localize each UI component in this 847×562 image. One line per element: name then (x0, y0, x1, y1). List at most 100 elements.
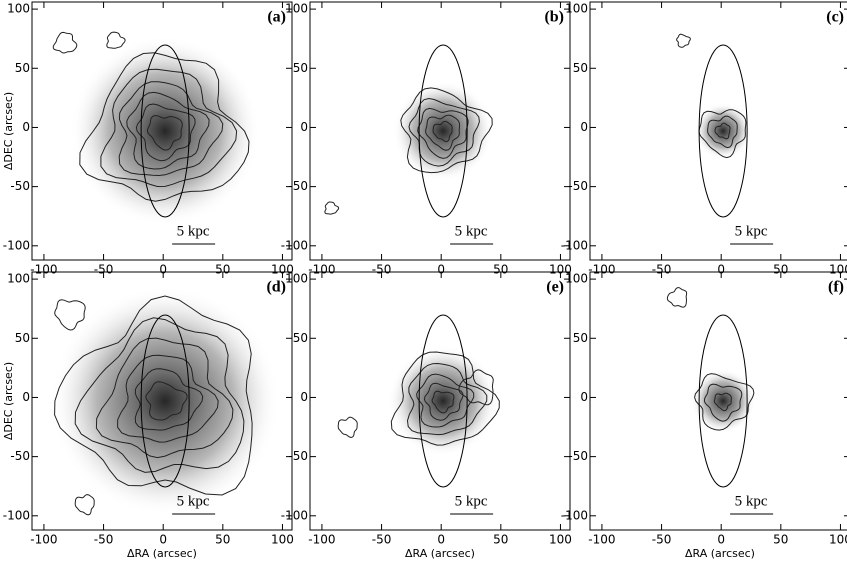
contour (146, 114, 183, 151)
frame (589, 1, 847, 261)
galaxy-outline (698, 314, 748, 488)
map (52, 31, 261, 226)
contour (406, 362, 488, 436)
x-tick-label: 50 (773, 263, 788, 277)
panel-label: (b) (544, 9, 564, 26)
y-tick-label: -50 (288, 179, 308, 193)
y-tick-label: 100 (565, 272, 588, 286)
y-tick-label: 100 (285, 272, 308, 286)
x-axis-label: ΔRA (arcsec) (405, 547, 475, 560)
x-tick-label: 0 (437, 533, 445, 547)
contour (432, 120, 453, 143)
y-tick-label: 50 (293, 331, 308, 345)
map (324, 44, 494, 218)
y-tick-label: -100 (281, 508, 308, 522)
panel: -100 -50 0 50 100 -100 -50 0 50 100 (c) 5 kpc (561, 1, 847, 277)
galaxy-outline (418, 314, 468, 488)
x-tick-label: 100 (271, 263, 294, 277)
emission (695, 103, 752, 159)
emission (691, 369, 756, 433)
y-tick-label: -100 (3, 508, 30, 522)
x-axis-label: ΔRA (arcsec) (685, 547, 755, 560)
map (50, 286, 281, 516)
contour (423, 382, 464, 421)
panel-label: (f) (828, 279, 844, 296)
x-tick-label: 100 (829, 533, 847, 547)
galaxy-outline (698, 44, 748, 218)
contour (126, 91, 210, 170)
x-tick-label: -50 (94, 533, 114, 547)
contour (145, 381, 188, 421)
scale-label: 5 kpc (455, 493, 488, 509)
y-tick-label: 0 (22, 120, 30, 134)
x-tick-label: 0 (717, 533, 725, 547)
x-tick-label: 50 (493, 263, 508, 277)
y-tick-label: 100 (7, 2, 30, 16)
frame (309, 271, 571, 531)
panel-label: (e) (546, 279, 564, 296)
y-tick-label: -100 (281, 238, 308, 252)
y-tick-label: -100 (3, 238, 30, 252)
contour (714, 122, 731, 140)
emission (70, 36, 261, 226)
contour (54, 295, 253, 496)
scale-label: 5 kpc (735, 223, 768, 239)
y-tick-label: -50 (288, 449, 308, 463)
y-tick-label: 50 (15, 61, 30, 75)
contour (134, 368, 204, 431)
y-tick-label: -100 (561, 508, 588, 522)
y-tick-label: 50 (15, 331, 30, 345)
contour (431, 390, 455, 414)
contour (117, 354, 219, 443)
x-tick-label: 100 (549, 263, 572, 277)
x-tick-label: -100 (308, 263, 335, 277)
contour (458, 369, 494, 406)
x-tick-label: -100 (30, 263, 57, 277)
x-tick-label: 100 (271, 533, 294, 547)
x-tick-label: 50 (215, 533, 230, 547)
x-axis-label: ΔRA (arcsec) (127, 547, 197, 560)
panel-label: (d) (266, 279, 286, 296)
x-tick-label: 0 (159, 533, 167, 547)
y-tick-label: 0 (580, 120, 588, 134)
contour (694, 373, 755, 431)
emission (388, 346, 499, 456)
x-tick-label: -50 (652, 533, 672, 547)
contour (95, 337, 234, 459)
contour (337, 416, 358, 439)
scale-label: 5 kpc (177, 493, 210, 509)
contour (676, 33, 691, 48)
emission (393, 81, 494, 181)
galaxy-outline (140, 314, 190, 488)
contour (408, 97, 480, 167)
x-tick-label: 0 (437, 263, 445, 277)
x-tick-label: -100 (588, 263, 615, 277)
x-tick-label: -50 (94, 263, 114, 277)
y-tick-label: 100 (565, 2, 588, 16)
y-tick-label: 100 (285, 2, 308, 16)
frame (31, 271, 293, 531)
frame (589, 271, 847, 531)
contour (100, 68, 238, 188)
contour (713, 392, 732, 412)
panel-label: (c) (826, 9, 844, 26)
x-tick-label: 100 (829, 263, 847, 277)
contour (703, 383, 743, 422)
y-tick-label: -50 (10, 179, 30, 193)
y-tick-label: 50 (573, 331, 588, 345)
y-tick-label: -50 (10, 449, 30, 463)
y-axis-label: ΔDEC (arcsec) (2, 92, 15, 170)
panel: -100 -50 0 50 100 -100 -50 0 50 100 (b) 5 kpc (281, 1, 572, 277)
x-tick-label: -100 (588, 533, 615, 547)
y-tick-label: 100 (7, 272, 30, 286)
contour (417, 107, 469, 159)
x-tick-label: 50 (773, 533, 788, 547)
panel-label: (a) (267, 9, 286, 26)
galaxy-outline (140, 44, 190, 218)
x-tick-label: -50 (652, 263, 672, 277)
panel: -100 -50 0 50 100 -100 -50 0 50 100 (d) 5 kpc ΔDEC (… (2, 271, 294, 560)
y-axis-label: ΔDEC (arcsec) (2, 362, 15, 440)
panel: -100 -50 0 50 100 -100 -50 0 50 100 (e) 5 kpc ΔRA (a… (281, 271, 572, 560)
y-tick-label: -50 (568, 179, 588, 193)
y-tick-label: 0 (22, 390, 30, 404)
